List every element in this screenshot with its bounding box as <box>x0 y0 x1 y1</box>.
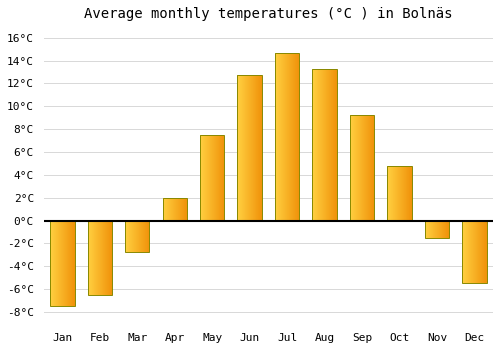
Bar <box>125 220 150 252</box>
Bar <box>275 52 299 220</box>
Bar <box>424 220 449 238</box>
Bar <box>388 166 411 220</box>
Bar <box>350 116 374 220</box>
Bar <box>312 69 336 220</box>
Bar <box>238 75 262 220</box>
Title: Average monthly temperatures (°C ) in Bolnäs: Average monthly temperatures (°C ) in Bo… <box>84 7 452 21</box>
Bar <box>200 135 224 220</box>
Bar <box>462 220 486 284</box>
Bar <box>162 198 187 220</box>
Bar <box>88 220 112 295</box>
Bar <box>50 220 74 306</box>
